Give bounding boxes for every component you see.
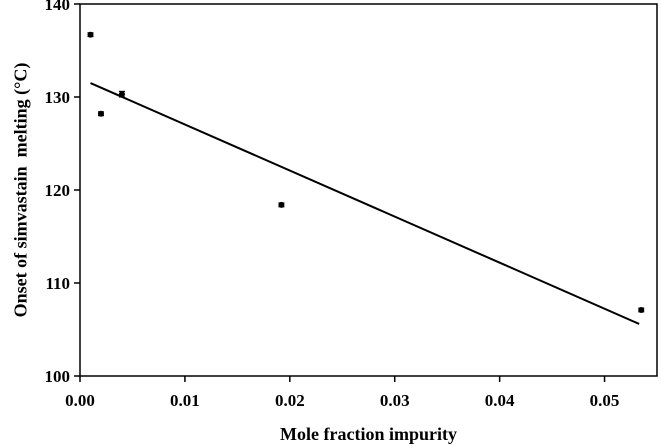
- y-axis-title: Onset of simvastain melting (°C): [10, 63, 31, 318]
- data-marker: [278, 201, 285, 208]
- y-tick-label: 120: [45, 181, 71, 200]
- trend-line: [90, 82, 640, 325]
- trend-line-group: [90, 82, 640, 325]
- x-tick-label: 0.05: [590, 391, 620, 410]
- plot-frame: [79, 3, 658, 377]
- data-marker: [97, 110, 104, 117]
- data-point: [638, 306, 645, 313]
- y-axis-ticks: 100 110 120 130 140: [45, 0, 80, 386]
- y-tick-label: 110: [45, 274, 70, 293]
- data-points: [87, 31, 645, 313]
- x-axis-ticks: 0.00 0.01 0.02 0.03 0.04 0.05: [65, 376, 619, 410]
- data-marker: [118, 91, 125, 98]
- data-point: [87, 31, 94, 38]
- y-tick-label: 140: [45, 0, 71, 14]
- x-tick-label: 0.02: [275, 391, 305, 410]
- plot-border: [79, 3, 658, 377]
- data-marker: [87, 31, 94, 38]
- x-tick-label: 0.00: [65, 391, 95, 410]
- y-tick-label: 100: [45, 367, 71, 386]
- x-tick-label: 0.04: [485, 391, 515, 410]
- data-point: [278, 201, 285, 208]
- x-axis-title: Mole fraction impurity: [280, 424, 457, 444]
- data-point: [118, 90, 125, 98]
- data-marker: [638, 306, 645, 313]
- y-tick-label: 130: [45, 88, 71, 107]
- x-tick-label: 0.03: [380, 391, 410, 410]
- data-point: [97, 110, 104, 117]
- x-tick-label: 0.01: [170, 391, 200, 410]
